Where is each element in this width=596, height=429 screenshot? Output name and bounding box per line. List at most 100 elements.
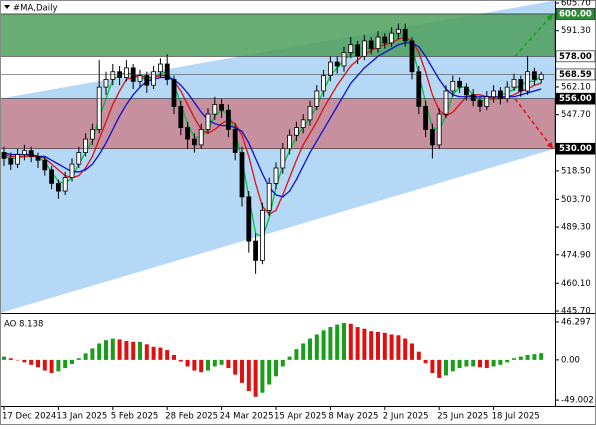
x-tick-label: 25 Jun 2025	[437, 412, 488, 422]
candle-body	[157, 63, 163, 73]
ao-bar	[233, 359, 238, 375]
ao-bar	[178, 359, 183, 362]
forecast-arrow	[514, 13, 554, 57]
ao-bar	[525, 354, 530, 360]
arrow-head	[546, 141, 553, 149]
ao-bar	[151, 346, 156, 360]
ao-bar	[131, 341, 136, 360]
candle-body	[239, 152, 245, 198]
candle-body	[225, 109, 231, 130]
candle-body	[76, 152, 82, 165]
candle-body	[423, 105, 429, 130]
y-tick-label: 474.90	[561, 250, 591, 260]
ao-bar	[15, 359, 20, 361]
ao-bar	[212, 359, 217, 367]
candle-body	[69, 163, 75, 178]
candle-body	[151, 71, 157, 86]
candle-body	[355, 44, 361, 57]
ao-bar	[29, 359, 34, 365]
candle-body	[253, 240, 259, 261]
ao-bar	[253, 359, 258, 397]
candle-body	[327, 61, 333, 76]
candle-body	[137, 75, 143, 82]
ao-bar	[478, 359, 482, 368]
ao-bar	[382, 332, 387, 360]
candle-body	[35, 156, 41, 161]
level-box	[555, 50, 596, 63]
ao-bar	[464, 359, 469, 367]
candle-body	[293, 127, 299, 136]
ao-bar	[49, 359, 54, 374]
ao-bar	[423, 359, 428, 364]
ao-bar	[369, 331, 374, 360]
ao-bar	[348, 323, 353, 360]
candle-body	[266, 182, 272, 211]
candle-body	[90, 129, 95, 140]
ao-bar	[226, 359, 231, 369]
arrow-head	[546, 13, 553, 21]
candle-body	[42, 159, 48, 171]
ao-bar	[117, 339, 122, 360]
candle-body	[321, 75, 327, 92]
ao-bar	[90, 348, 95, 360]
ao-bar	[206, 359, 210, 371]
ao-tick-label: 46.297	[561, 317, 591, 327]
ao-bar	[83, 353, 88, 360]
candle-body	[287, 134, 293, 150]
ao-bar	[410, 343, 414, 360]
ao-bar	[287, 356, 292, 360]
x-tick-label: 15 Apr 2025	[274, 412, 327, 422]
candle-body	[416, 71, 422, 107]
ao-bar	[396, 335, 401, 360]
candle-body	[21, 150, 27, 155]
x-tick-label: 5 Feb 2025	[111, 412, 159, 422]
level-box	[555, 92, 596, 105]
y-tick-label: 591.30	[561, 26, 591, 36]
ao-bar	[22, 359, 27, 363]
candle-body	[273, 167, 279, 184]
candle-body	[436, 113, 442, 146]
candle-body	[124, 67, 129, 78]
ao-bar	[294, 349, 299, 360]
ao-bar	[376, 331, 380, 360]
ao-bar	[321, 330, 326, 360]
ao-bar	[104, 340, 108, 360]
candle-body	[144, 75, 150, 86]
chart-title: #MA,Daily	[13, 4, 57, 14]
ao-bar	[144, 344, 149, 360]
ao-bar	[56, 359, 61, 372]
ao-bar	[165, 350, 170, 360]
ao-bar	[240, 359, 244, 383]
ao-bar	[389, 334, 394, 360]
level-label: 556.00	[559, 94, 592, 104]
candle-body	[246, 196, 252, 242]
candle-body	[375, 36, 381, 50]
candle-body	[49, 169, 54, 184]
ao-bar	[2, 356, 6, 360]
candle-body	[402, 28, 408, 42]
y-tick-label: 547.70	[561, 110, 591, 120]
candle-body	[96, 86, 102, 130]
candle-body	[532, 71, 537, 80]
candle-body	[300, 119, 306, 128]
indicator-label: AO 8.138	[4, 320, 43, 330]
candle-body	[232, 129, 238, 153]
ao-bar	[355, 327, 360, 360]
ao-bar	[185, 359, 190, 367]
ao-bar	[505, 359, 510, 363]
ao-bar	[42, 359, 47, 371]
level-label: 530.00	[559, 144, 592, 154]
forecast-arrow	[514, 98, 554, 150]
y-tick-label: 503.70	[561, 195, 591, 205]
candle-body	[334, 61, 340, 67]
ao-bar	[274, 359, 278, 377]
candle-body	[205, 113, 211, 130]
ao-bar	[246, 359, 251, 392]
y-tick-label: 460.10	[561, 279, 591, 289]
candle-body	[463, 86, 469, 96]
candle-body	[477, 100, 483, 107]
ao-bar	[36, 359, 40, 368]
last-price-label: 568.59	[559, 70, 592, 80]
x-tick-label: 28 Feb 2025	[165, 412, 218, 422]
ao-bar	[267, 359, 272, 385]
